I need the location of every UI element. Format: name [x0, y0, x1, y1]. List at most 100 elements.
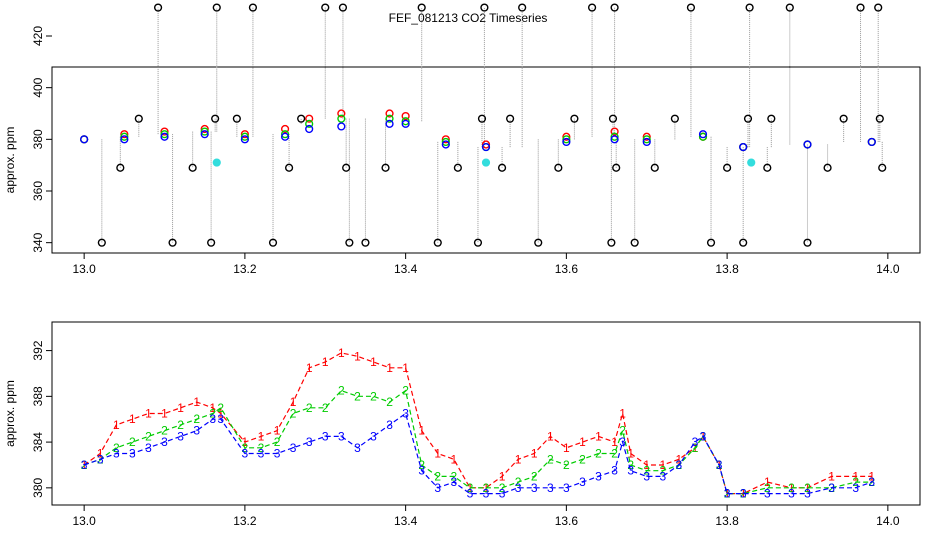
data-point	[240, 135, 249, 144]
series-marker: 1	[338, 346, 345, 360]
spike-point	[785, 3, 794, 12]
series-marker: 2	[764, 481, 771, 495]
spike-point	[433, 238, 442, 247]
series-marker: 3	[868, 475, 875, 489]
series-marker: 3	[804, 487, 811, 501]
series-marker: 1	[290, 395, 297, 409]
series-marker: 2	[659, 464, 666, 478]
series-marker: 2	[547, 452, 554, 466]
series-marker: 3	[611, 464, 618, 478]
x-tick-label: 13.4	[394, 514, 418, 528]
series-marker: 2	[868, 475, 875, 489]
spike-point	[856, 3, 865, 12]
data-point	[610, 135, 619, 144]
series-marker: 1	[113, 418, 120, 432]
series-marker: 2	[386, 395, 393, 409]
series-marker: 2	[724, 487, 731, 501]
spike-point	[211, 114, 220, 123]
data-point	[401, 117, 410, 126]
plot-frame	[51, 66, 921, 254]
data-point	[160, 132, 169, 141]
spike-point	[297, 114, 306, 123]
data-point	[401, 111, 410, 121]
series-marker: 1	[627, 447, 634, 461]
series-marker: 3	[716, 458, 723, 472]
y-tick-label: 388	[31, 386, 45, 406]
x-tick-label: 13.0	[72, 514, 96, 528]
y-tick-label: 380	[31, 478, 45, 498]
series-marker: 3	[306, 435, 313, 449]
x-tick-label: 13.2	[233, 262, 257, 276]
series-marker: 3	[700, 429, 707, 443]
series-marker: 3	[217, 412, 224, 426]
spike-point	[168, 238, 177, 247]
series-marker: 1	[418, 424, 425, 438]
series-marker: 2	[788, 481, 795, 495]
data-point	[337, 122, 346, 131]
series-marker: 2	[209, 407, 216, 421]
series-marker: 1	[306, 361, 313, 375]
y-tick-label: 420	[31, 26, 45, 46]
data-point	[337, 114, 346, 123]
series-marker: 3	[563, 481, 570, 495]
data-point	[562, 137, 571, 147]
spike-point	[723, 163, 732, 172]
series-marker: 1	[274, 424, 281, 438]
series-marker: 1	[724, 487, 731, 501]
data-point	[200, 124, 209, 134]
spike-point	[650, 163, 659, 172]
series-marker: 2	[531, 469, 538, 483]
spike-point	[534, 238, 543, 247]
data-point	[642, 137, 651, 147]
series-marker: 2	[499, 481, 506, 495]
series-marker: 3	[161, 435, 168, 449]
spike-point	[248, 3, 258, 12]
series-marker: 1	[217, 407, 224, 421]
data-point	[305, 114, 314, 123]
spike-point	[134, 114, 143, 123]
series-marker: 3	[627, 464, 634, 478]
series-marker: 2	[113, 441, 120, 455]
series-marker: 2	[434, 469, 441, 483]
series-marker: 2	[627, 458, 634, 472]
series-marker: 3	[386, 418, 393, 432]
spike-point	[342, 163, 351, 172]
series-marker: 2	[322, 401, 329, 415]
spike-point	[874, 3, 883, 12]
series-marker: 3	[193, 424, 200, 438]
series-marker: 3	[290, 441, 297, 455]
spike-point	[188, 163, 197, 172]
spike-point	[361, 238, 370, 247]
series-marker: 3	[788, 487, 795, 501]
spike-point	[321, 3, 330, 12]
data-point	[385, 119, 394, 128]
data-point	[305, 124, 314, 134]
series-marker: 3	[451, 475, 458, 489]
data-point	[867, 137, 876, 147]
series-marker: 3	[242, 447, 249, 461]
spike-point	[497, 163, 507, 172]
data-point	[240, 132, 249, 141]
spike-point	[477, 114, 487, 123]
series-marker: 3	[724, 487, 731, 501]
spike-point	[878, 163, 887, 172]
series-marker: 1	[97, 447, 104, 461]
plot-frame	[51, 321, 921, 506]
data-point	[337, 109, 346, 118]
series-marker: 2	[611, 447, 618, 461]
data-point	[120, 130, 129, 139]
series-marker: 3	[764, 487, 771, 501]
series-marker: 1	[370, 355, 377, 369]
series-marker: 2	[692, 441, 699, 455]
data-point	[610, 127, 619, 136]
spike-point	[612, 163, 621, 172]
series-marker: 2	[451, 469, 458, 483]
data-point	[441, 135, 450, 144]
series-marker: 3	[547, 481, 554, 495]
series-marker: 2	[370, 389, 377, 403]
series-marker: 3	[531, 481, 538, 495]
x-tick-label: 14.0	[876, 262, 900, 276]
spike-point	[232, 114, 241, 123]
series-marker: 1	[322, 355, 329, 369]
